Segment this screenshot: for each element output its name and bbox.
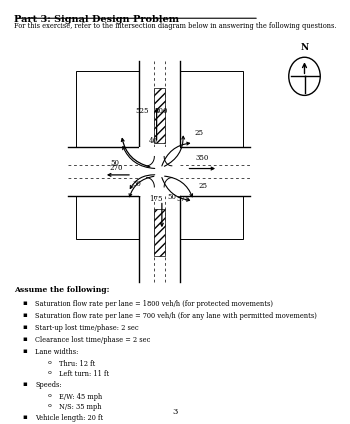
Text: o: o <box>47 370 51 375</box>
Text: Part 3: Signal Design Problem: Part 3: Signal Design Problem <box>14 15 179 24</box>
Text: 575: 575 <box>176 195 190 203</box>
Text: Saturation flow rate per lane = 700 veh/h (for any lane with permitted movements: Saturation flow rate per lane = 700 veh/… <box>35 312 317 320</box>
Text: ▪: ▪ <box>23 336 28 342</box>
Text: 175: 175 <box>149 195 162 203</box>
Text: 525: 525 <box>136 107 149 115</box>
Text: Speeds:: Speeds: <box>35 381 62 389</box>
Text: Clearance lost time/phase = 2 sec: Clearance lost time/phase = 2 sec <box>35 336 150 344</box>
Text: o: o <box>47 403 51 408</box>
Text: 25: 25 <box>194 128 203 137</box>
Text: Thru: 12 ft: Thru: 12 ft <box>59 360 95 368</box>
Text: 40: 40 <box>148 137 158 145</box>
Text: Start-up lost time/phase: 2 sec: Start-up lost time/phase: 2 sec <box>35 324 139 332</box>
Text: 50: 50 <box>167 192 176 201</box>
Bar <box>154 209 164 256</box>
Text: N: N <box>300 43 309 52</box>
Bar <box>76 196 139 239</box>
Text: ▪: ▪ <box>23 324 28 330</box>
Text: E/W: 45 mph: E/W: 45 mph <box>59 393 102 401</box>
Text: ▪: ▪ <box>23 381 28 387</box>
Text: o: o <box>47 360 51 365</box>
Text: Left turn: 11 ft: Left turn: 11 ft <box>59 370 109 378</box>
Text: Vehicle length: 20 ft: Vehicle length: 20 ft <box>35 414 103 422</box>
Text: Assume the following:: Assume the following: <box>14 286 110 294</box>
Text: For this exercise, refer to the intersection diagram below in answering the foll: For this exercise, refer to the intersec… <box>14 22 336 30</box>
Bar <box>139 147 180 196</box>
Text: ▪: ▪ <box>23 348 28 354</box>
Text: Lane widths:: Lane widths: <box>35 348 78 356</box>
Text: 270: 270 <box>110 164 123 171</box>
Text: 30: 30 <box>133 180 142 188</box>
Bar <box>180 196 243 239</box>
Text: o: o <box>47 393 51 398</box>
Text: ▪: ▪ <box>23 414 28 420</box>
Text: ▪: ▪ <box>23 312 28 318</box>
Text: 3: 3 <box>172 408 178 416</box>
Text: Saturation flow rate per lane = 1800 veh/h (for protected movements): Saturation flow rate per lane = 1800 veh… <box>35 300 273 308</box>
Text: 200: 200 <box>154 107 168 115</box>
Bar <box>180 71 243 147</box>
Bar <box>76 71 139 147</box>
Text: ▪: ▪ <box>23 300 28 306</box>
Text: 350: 350 <box>196 154 209 162</box>
Bar <box>154 88 164 143</box>
Text: 25: 25 <box>199 182 208 190</box>
Text: N/S: 35 mph: N/S: 35 mph <box>59 403 101 411</box>
Text: 50: 50 <box>110 159 119 167</box>
